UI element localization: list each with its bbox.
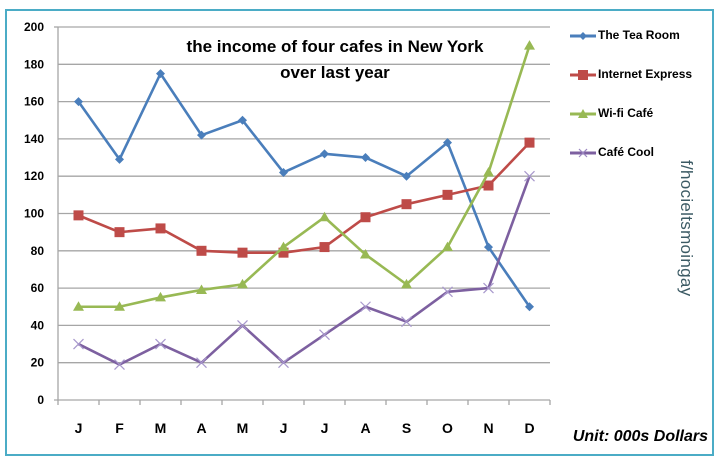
x-tick-label: M [237,420,249,436]
y-tick-label: 120 [24,169,44,183]
data-point [237,278,248,289]
data-point [484,242,493,252]
data-point [361,153,370,163]
unit-note: Unit: 000s Dollars [572,428,708,445]
chart-title-line-1: the income of four cafes in New York [186,37,484,56]
data-point [279,167,288,177]
x-tick-label: N [483,420,493,436]
data-point [237,247,248,258]
x-tick-label: J [280,420,288,436]
series-caf-cool [73,170,535,370]
y-tick-label: 180 [24,57,44,71]
series-wi-fi-caf- [73,40,535,311]
x-marker-icon [570,148,596,158]
data-point [115,154,124,164]
data-point [524,137,535,148]
series-internet-express [73,137,535,258]
data-point [156,69,165,79]
y-tick-label: 140 [24,132,44,146]
data-point [320,149,329,159]
x-tick-label: D [524,420,534,436]
y-tick-label: 20 [31,356,45,370]
data-point [442,189,453,200]
watermark-text: f/hocieltsmoingay [677,160,696,297]
data-point [197,130,206,140]
x-tick-label: F [115,420,124,436]
data-point [401,199,412,210]
legend-label: Internet Express [598,67,693,81]
data-point [73,301,84,311]
data-point [196,284,207,294]
legend-label: Café Cool [598,145,655,159]
chart-frame [5,9,714,456]
data-point [483,180,494,191]
legend-item-internet-express: Internet Express [570,67,720,83]
series-the-tea-room [74,69,534,312]
chart-title: the income of four cafes in New York ove… [150,34,520,86]
data-point [278,241,289,252]
data-point [155,291,166,302]
data-point [74,97,83,107]
x-tick-label: S [402,420,411,436]
y-tick-label: 40 [31,318,45,332]
y-tick-label: 100 [24,207,44,221]
legend-item-cafe-cool: Café Cool [570,145,720,161]
chart-title-line-2: over last year [280,63,390,82]
legend-item-tea-room: The Tea Room [570,28,720,44]
data-point [319,242,330,253]
data-point [319,211,330,222]
data-point [196,245,207,256]
data-point [483,166,494,177]
data-point [155,223,166,234]
data-point [524,40,535,50]
y-tick-label: 60 [31,281,45,295]
square-marker-icon [570,70,596,80]
diamond-marker-icon [570,32,596,40]
data-point [73,210,84,221]
x-tick-label: J [321,420,329,436]
data-point [525,302,534,312]
data-point [443,138,452,148]
legend-label: The Tea Room [598,28,680,42]
legend-label: Wi-fi Café [598,106,654,120]
y-tick-label: 0 [37,393,44,407]
x-tick-label: M [155,420,167,436]
data-point [360,212,371,223]
data-point [442,241,453,252]
y-tick-label: 200 [24,20,44,34]
data-point [114,301,125,311]
data-point [360,249,371,259]
x-tick-label: J [75,420,83,436]
data-point [402,171,411,181]
y-tick-label: 80 [31,244,45,258]
y-tick-label: 160 [24,95,44,109]
x-tick-label: A [360,420,370,436]
data-point [401,278,412,289]
data-point [238,115,247,125]
x-tick-label: O [442,420,453,436]
legend-item-wifi-cafe: Wi-fi Café [570,106,720,122]
data-point [114,227,125,238]
triangle-marker-icon [570,109,596,118]
data-point [278,247,289,258]
x-tick-label: A [196,420,206,436]
